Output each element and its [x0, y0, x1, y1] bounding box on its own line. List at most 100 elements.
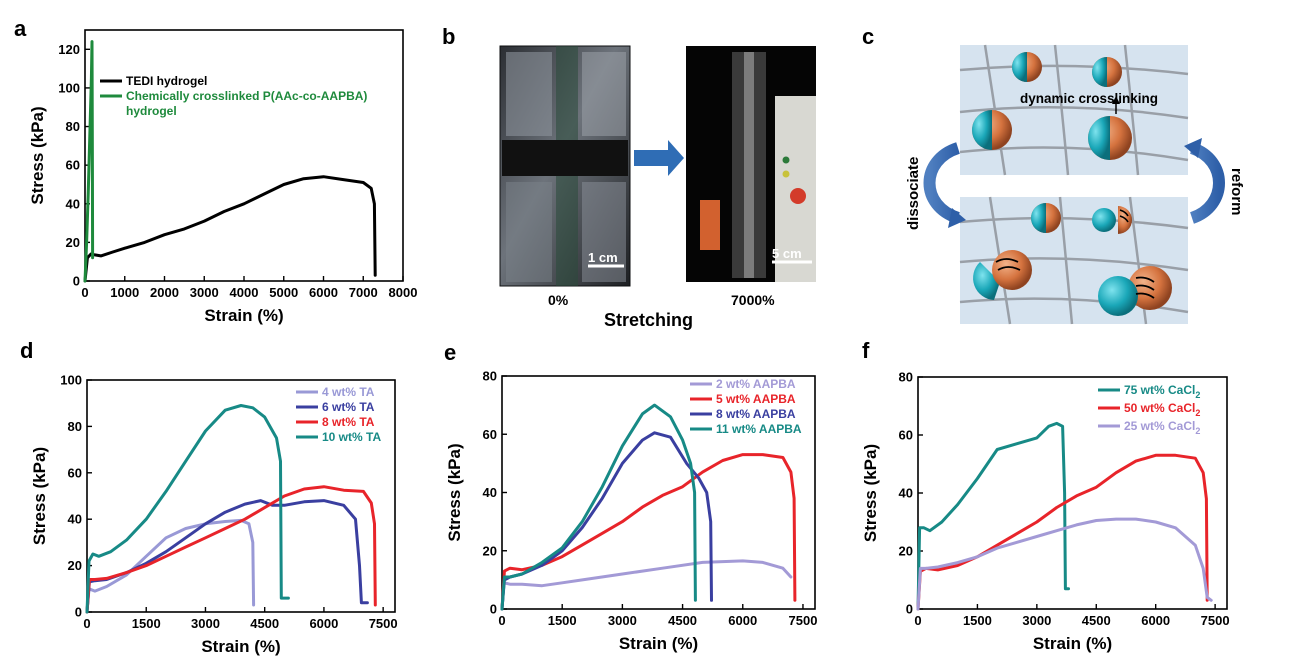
series-line-1: [85, 499, 369, 614]
legend-label: 5 wt% AAPBA: [716, 392, 796, 406]
y-tick-label: 40: [68, 512, 82, 527]
series-line-1: [500, 453, 797, 611]
legend-label: 8 wt% TA: [322, 415, 375, 429]
x-tick-label: 3000: [191, 616, 220, 631]
x-tick-label: 0: [81, 285, 88, 300]
y-tick-label: 0: [490, 602, 497, 617]
y-tick-label: 40: [899, 486, 913, 501]
x-tick-label: 3000: [1022, 613, 1051, 628]
series-line-2: [916, 517, 1213, 611]
y-tick-label: 20: [899, 544, 913, 559]
reform-label: reform: [1228, 168, 1245, 216]
x-tick-label: 6000: [309, 285, 338, 300]
legend-label: TEDI hydrogel: [126, 74, 207, 88]
x-tick-label: 3000: [190, 285, 219, 300]
dissociate-arrow-icon: [923, 142, 961, 224]
scale-bar-left: 1 cm: [588, 250, 618, 265]
y-tick-label: 40: [483, 485, 497, 500]
scale-bar-right: 5 cm: [772, 246, 802, 261]
series-line-1: [83, 40, 95, 283]
y-tick-label: 60: [68, 465, 82, 480]
x-tick-label: 1500: [548, 613, 577, 628]
legend-label: 2 wt% AAPBA: [716, 377, 796, 391]
axes-frame: [86, 379, 396, 613]
panel-label-f: f: [862, 338, 870, 363]
y-tick-label: 60: [66, 158, 80, 173]
x-tick-label: 0: [83, 616, 90, 631]
x-tick-label: 4500: [250, 616, 279, 631]
y-axis-label: Stress (kPa): [30, 447, 49, 545]
y-tick-label: 20: [66, 235, 80, 250]
x-tick-label: 3000: [608, 613, 637, 628]
x-tick-label: 4000: [230, 285, 259, 300]
stretching-caption: Stretching: [604, 310, 693, 330]
legend-label: 6 wt% TA: [322, 400, 375, 414]
x-tick-label: 5000: [269, 285, 298, 300]
series-line-0: [916, 421, 1070, 611]
x-tick-label: 7500: [369, 616, 398, 631]
legend-label: Chemically crosslinked P(AAc-co-AAPBA): [126, 89, 367, 103]
series-line-0: [85, 518, 256, 614]
panel-b: 1 cm 0% 5 cm 7000% Stretching: [499, 45, 816, 330]
y-tick-label: 80: [68, 419, 82, 434]
panel-c: dynamic crosslinking dissociate reform: [905, 44, 1245, 325]
dynamic-crosslinking-label: dynamic crosslinking: [1020, 91, 1158, 106]
label-unstretched: 0%: [548, 292, 569, 308]
x-axis-label: Strain (%): [619, 634, 698, 653]
label-stretched: 7000%: [731, 292, 775, 308]
legend-label-line2: hydrogel: [126, 104, 177, 118]
y-axis-label: Stress (kPa): [28, 106, 47, 204]
series-line-2: [500, 431, 713, 611]
series-line-2: [85, 485, 377, 614]
x-tick-label: 7500: [789, 613, 818, 628]
chart-a: 0 1000 2000 3000 4000 5000 6000 7000 8000 0 20 40 60…: [28, 29, 418, 325]
x-tick-label: 6000: [1141, 613, 1170, 628]
x-tick-label: 8000: [389, 285, 418, 300]
arrow-right-icon: [634, 140, 684, 176]
y-tick-label: 60: [899, 428, 913, 443]
panel-label-c: c: [862, 24, 874, 49]
legend-label: 75 wt% CaCl2: [1124, 383, 1200, 400]
x-tick-label: 7500: [1201, 613, 1230, 628]
y-tick-label: 20: [483, 543, 497, 558]
y-tick-label: 60: [483, 427, 497, 442]
axes-frame: [84, 29, 404, 282]
chart-d: 0 1500 3000 4500 6000 7500 0 20 40 60 80 100 Strain …: [30, 373, 398, 657]
x-tick-label: 1000: [110, 285, 139, 300]
legend-label: 25 wt% CaCl2: [1124, 419, 1200, 436]
dissociate-label: dissociate: [905, 157, 922, 230]
y-tick-label: 0: [906, 602, 913, 617]
y-tick-label: 120: [58, 42, 80, 57]
series-line-3: [85, 404, 290, 614]
x-tick-label: 1500: [132, 616, 161, 631]
chart-e: 0 1500 3000 4500 6000 7500 0 20 40 60 80 Strain (%)…: [445, 369, 817, 654]
y-tick-label: 0: [73, 274, 80, 289]
x-axis-label: Strain (%): [204, 306, 283, 325]
x-axis-label: Strain (%): [1033, 634, 1112, 653]
panel-label-b: b: [442, 24, 455, 49]
x-tick-label: 6000: [728, 613, 757, 628]
series-line-1: [916, 453, 1209, 611]
chart-f: 0 1500 3000 4500 6000 7500 0 20 40 60 80 Strain (%)…: [861, 370, 1230, 654]
y-axis-label: Stress (kPa): [861, 444, 880, 542]
series-line-3: [500, 403, 697, 611]
y-tick-label: 20: [68, 558, 82, 573]
x-axis-label: Strain (%): [201, 637, 280, 656]
x-tick-label: 7000: [349, 285, 378, 300]
legend-label: 8 wt% AAPBA: [716, 407, 796, 421]
x-tick-label: 2000: [150, 285, 179, 300]
y-tick-label: 100: [58, 80, 80, 95]
reform-arrow-icon: [1189, 142, 1225, 224]
panel-label-d: d: [20, 338, 33, 363]
y-tick-label: 80: [66, 119, 80, 134]
x-tick-label: 0: [914, 613, 921, 628]
panel-label-e: e: [444, 340, 456, 365]
y-tick-label: 40: [66, 196, 80, 211]
x-tick-label: 4500: [668, 613, 697, 628]
legend-label: 50 wt% CaCl2: [1124, 401, 1200, 418]
series-line-0: [83, 175, 377, 283]
series-line-0: [500, 559, 793, 611]
x-tick-label: 0: [498, 613, 505, 628]
x-tick-label: 1500: [963, 613, 992, 628]
